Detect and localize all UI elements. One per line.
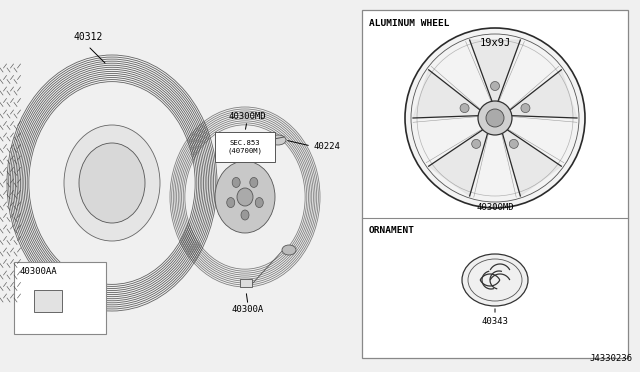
Ellipse shape	[462, 254, 528, 306]
Ellipse shape	[237, 188, 253, 206]
Ellipse shape	[478, 101, 512, 135]
Ellipse shape	[64, 125, 160, 241]
Bar	[34, 290, 62, 312]
Text: 40300MD: 40300MD	[476, 202, 514, 212]
Text: J4330236: J4330236	[589, 354, 632, 363]
Ellipse shape	[472, 140, 481, 148]
Text: 40300A: 40300A	[232, 305, 264, 314]
Ellipse shape	[232, 177, 240, 187]
Bar	[240, 279, 252, 287]
Ellipse shape	[250, 177, 258, 187]
Bar	[14, 262, 106, 334]
Ellipse shape	[521, 104, 530, 113]
Ellipse shape	[282, 245, 296, 255]
Ellipse shape	[79, 143, 145, 223]
Polygon shape	[429, 128, 488, 196]
Text: 19x9J: 19x9J	[479, 38, 511, 48]
Ellipse shape	[270, 135, 286, 145]
Bar	[215, 132, 275, 162]
Polygon shape	[502, 128, 561, 196]
Text: ALUMINUM WHEEL: ALUMINUM WHEEL	[369, 19, 449, 28]
Text: 40343: 40343	[481, 317, 508, 326]
Text: ORNAMENT: ORNAMENT	[369, 225, 415, 234]
Text: SEC.853
(40700M): SEC.853 (40700M)	[227, 140, 262, 154]
Ellipse shape	[227, 198, 235, 208]
Ellipse shape	[509, 140, 518, 148]
Ellipse shape	[460, 104, 469, 113]
Text: 40224: 40224	[313, 141, 340, 151]
Polygon shape	[508, 70, 577, 118]
Ellipse shape	[490, 81, 499, 90]
Ellipse shape	[215, 161, 275, 233]
Text: 40300AA: 40300AA	[20, 267, 58, 276]
Polygon shape	[413, 70, 483, 118]
Ellipse shape	[405, 28, 585, 208]
Text: 40300MD: 40300MD	[228, 112, 266, 121]
Ellipse shape	[255, 198, 263, 208]
Ellipse shape	[241, 210, 249, 220]
Text: 40312: 40312	[74, 32, 102, 42]
Ellipse shape	[486, 109, 504, 127]
Polygon shape	[470, 40, 520, 104]
Bar	[362, 10, 628, 358]
